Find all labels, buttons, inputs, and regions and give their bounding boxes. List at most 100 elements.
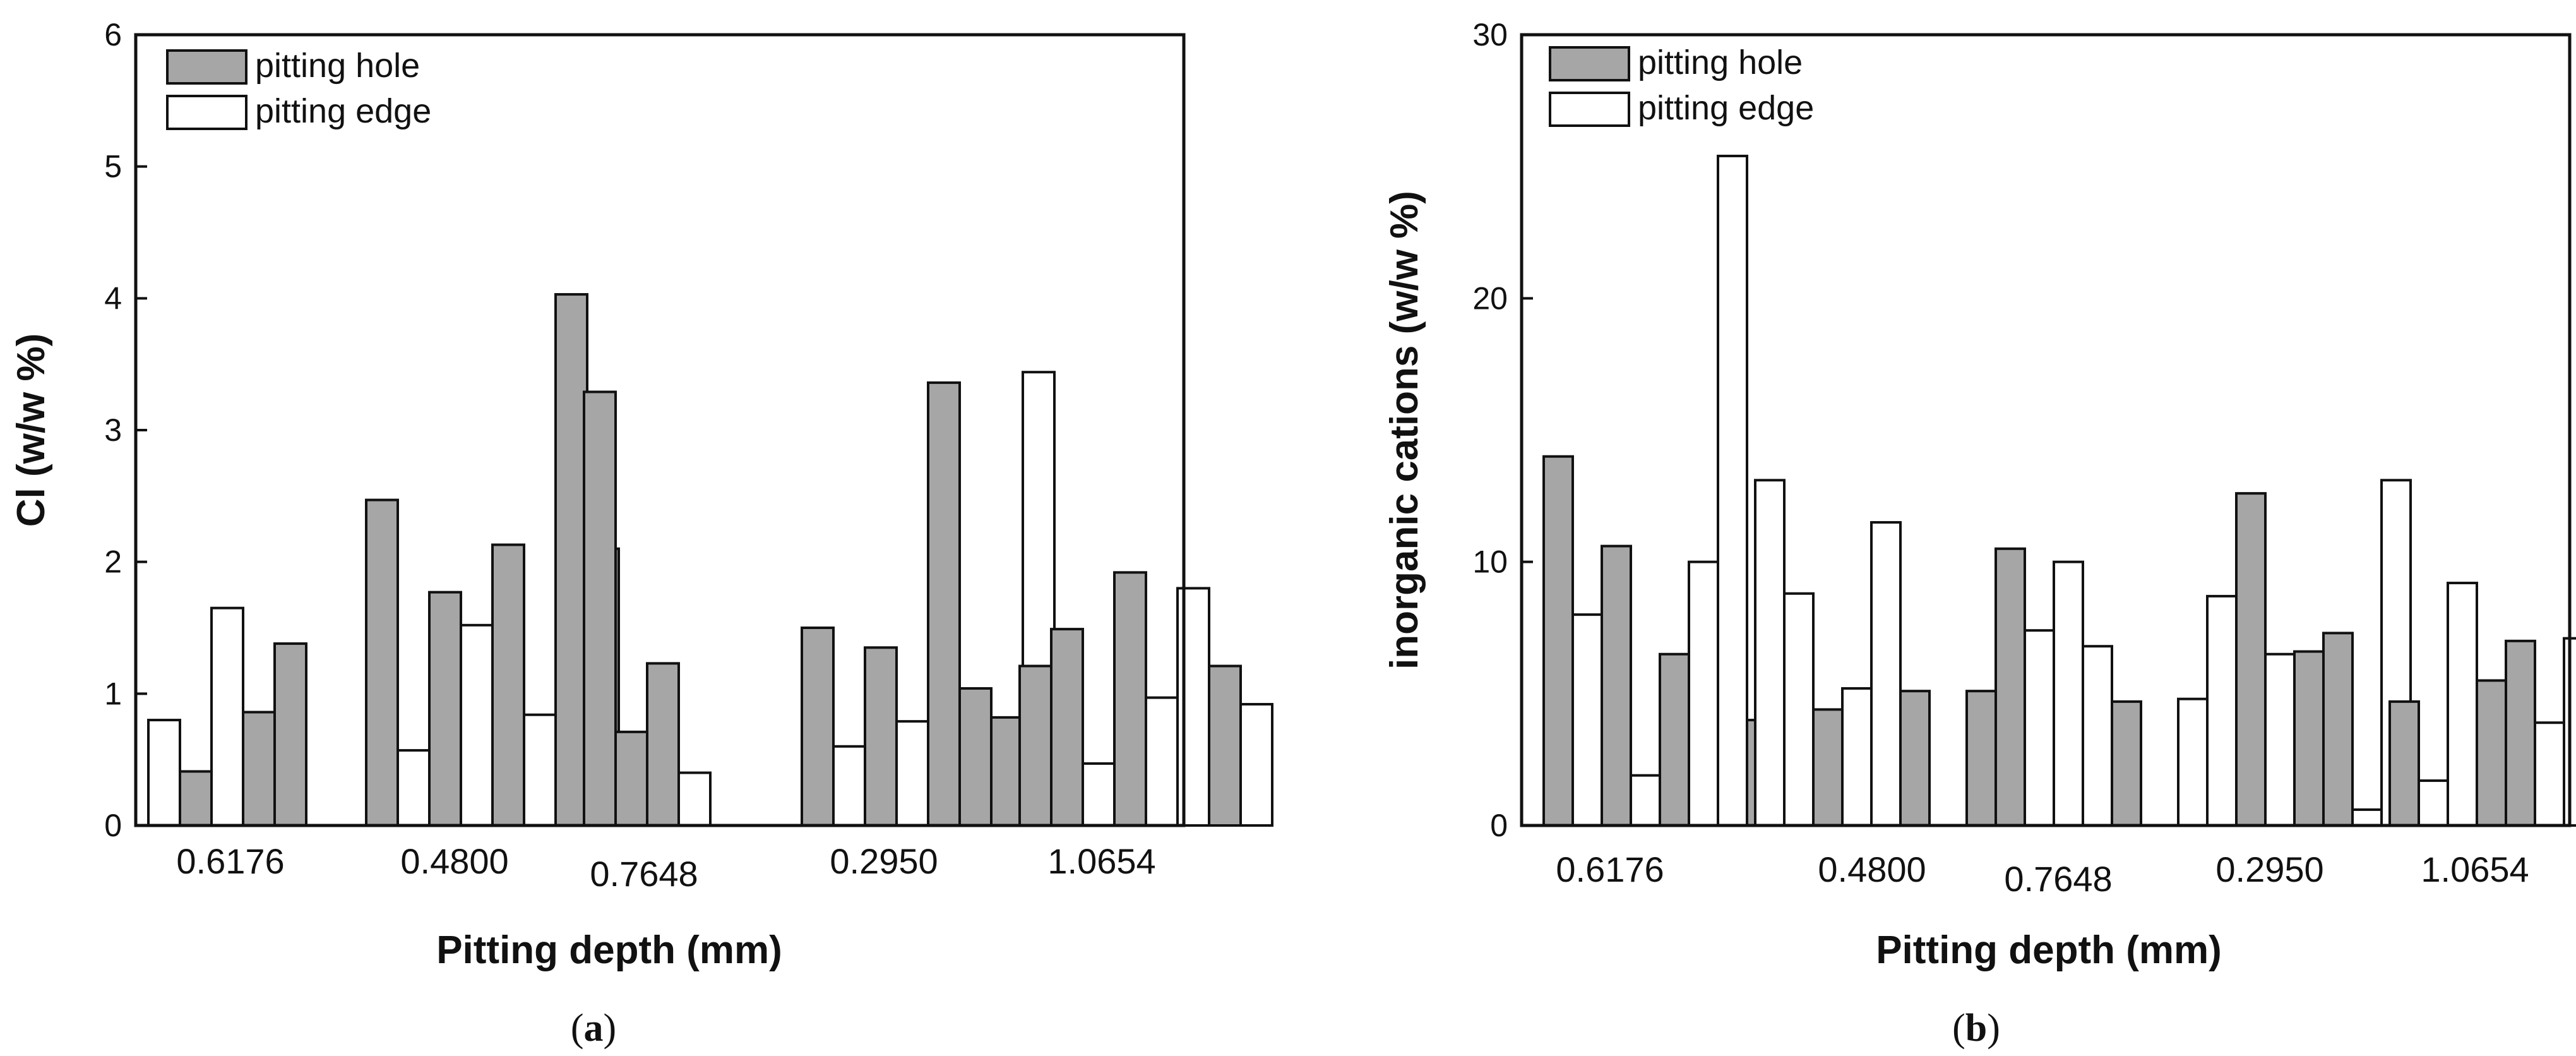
bar-pitting-hole	[491, 543, 525, 827]
bar-pitting-edge	[210, 606, 244, 827]
bar-pitting-hole	[801, 627, 835, 827]
y-tick-label: 6	[104, 17, 122, 52]
bar-pitting-edge	[1783, 592, 1815, 827]
bar-pitting-hole	[1601, 544, 1632, 827]
y-tick-label: 2	[104, 544, 122, 580]
legend-label-pitting-hole: pitting hole	[255, 47, 420, 85]
bar-pitting-edge	[832, 745, 866, 827]
bar-pitting-hole	[864, 646, 898, 827]
legend-swatch-pitting-hole	[166, 49, 247, 85]
bar-pitting-edge	[2447, 582, 2478, 827]
legend-label-pitting-edge: pitting edge	[255, 92, 431, 130]
x-tick-label: 0.4800	[1818, 849, 1926, 889]
bar-pitting-hole	[2388, 700, 2420, 827]
bar-pitting-edge	[147, 719, 181, 827]
bar-pitting-edge	[1082, 762, 1116, 827]
y-tick-label: 4	[104, 280, 122, 316]
x-tick-label: 1.0654	[2421, 849, 2529, 889]
bar-pitting-edge	[2177, 697, 2209, 827]
bar-pitting-hole	[2476, 679, 2507, 827]
bar-pitting-hole	[1812, 708, 1844, 827]
bar-pitting-hole	[365, 498, 399, 827]
bar-pitting-edge	[523, 713, 557, 827]
bar-pitting-hole	[2235, 492, 2267, 827]
bar-pitting-edge	[1239, 703, 1273, 827]
bar-pitting-edge	[1841, 687, 1873, 827]
bar-pitting-hole	[583, 390, 617, 827]
bar-pitting-edge	[2024, 629, 2055, 827]
bar-pitting-hole	[2322, 632, 2354, 827]
bar-pitting-hole	[273, 642, 307, 827]
x-tick-label: 0.2950	[2215, 849, 2323, 889]
legend-swatch-pitting-hole	[1549, 46, 1630, 81]
bar-pitting-hole	[990, 716, 1024, 827]
bar-pitting-hole	[614, 730, 648, 827]
bar-pitting-hole	[2293, 650, 2325, 827]
x-tick-label: 0.4800	[400, 841, 508, 881]
x-tick-label: 0.7648	[2004, 859, 2112, 899]
bar-pitting-hole	[554, 293, 588, 827]
bar-pitting-hole	[1542, 455, 1574, 827]
panel-caption: (b)	[1952, 1007, 2000, 1050]
bar-pitting-edge	[1717, 154, 1748, 827]
bar-pitting-edge	[2082, 645, 2113, 827]
legend-label-pitting-edge: pitting edge	[1638, 89, 1814, 127]
bar-pitting-hole	[1899, 690, 1931, 827]
bar-pitting-hole	[646, 662, 680, 827]
bar-pitting-edge	[2418, 779, 2449, 827]
bar-pitting-hole	[1113, 571, 1147, 827]
y-tick-label: 10	[1472, 544, 1508, 580]
y-tick-label: 20	[1472, 280, 1508, 316]
y-tick-label: 1	[104, 676, 122, 711]
bar-pitting-hole	[242, 711, 276, 827]
bar-pitting-edge	[677, 771, 712, 827]
x-tick-label: 0.7648	[590, 854, 698, 894]
bar-pitting-hole	[2505, 639, 2536, 827]
bar-pitting-edge	[2206, 594, 2238, 827]
bar-pitting-edge	[2264, 652, 2296, 827]
bar-pitting-edge	[460, 623, 494, 827]
x-axis-title: Pitting depth (mm)	[1876, 928, 2222, 972]
y-axis-title: Cl (w/w %)	[9, 333, 53, 527]
legend-swatch-pitting-edge	[166, 95, 247, 130]
plot-frame	[1520, 33, 2572, 827]
bar-pitting-hole	[958, 687, 993, 827]
panel-caption-letter: a	[584, 1007, 604, 1050]
bar-pitting-edge	[1630, 774, 1661, 827]
bar-pitting-hole	[2111, 700, 2142, 827]
bar-pitting-hole	[1208, 664, 1242, 827]
y-tick-label: 5	[104, 149, 122, 184]
x-axis-title: Pitting depth (mm)	[436, 928, 782, 972]
bar-pitting-edge	[895, 720, 929, 827]
bar-pitting-hole	[1659, 652, 1690, 827]
bar-pitting-edge	[1754, 479, 1786, 827]
x-tick-label: 0.2950	[830, 841, 938, 881]
bar-pitting-edge	[1870, 521, 1902, 827]
bar-pitting-edge	[2534, 721, 2565, 827]
bar-pitting-edge	[1571, 613, 1603, 827]
panel-caption-letter: b	[1965, 1007, 1987, 1050]
bar-pitting-hole	[179, 770, 213, 827]
panel-caption: (a)	[571, 1007, 616, 1050]
bar-pitting-edge	[397, 749, 431, 827]
x-tick-label: 0.6176	[176, 841, 284, 881]
y-tick-label: 3	[104, 412, 122, 448]
legend-swatch-pitting-edge	[1549, 92, 1630, 127]
bar-pitting-hole	[1050, 628, 1084, 827]
bar-pitting-edge	[1145, 696, 1179, 827]
x-tick-label: 1.0654	[1047, 841, 1155, 881]
panel-b: 0 10 20 30 0.6176 0.4800 0.7648 0.2950 1.0654 Pit…	[1383, 17, 2576, 1050]
bar-pitting-edge	[2351, 808, 2383, 827]
y-tick-label: 0	[1490, 808, 1508, 843]
y-axis-title: inorganic cations (w/w %)	[1383, 191, 1426, 669]
y-tick-label: 30	[1472, 17, 1508, 52]
panel-a: 0 1 2 3 4 5 6 0.6176 0.4800 0.7648 0.2950 1.0654 Pit…	[9, 17, 1273, 1050]
y-tick-label: 0	[104, 808, 122, 843]
legend-label-pitting-hole: pitting hole	[1638, 44, 1803, 81]
bar-pitting-hole	[1995, 547, 2026, 827]
x-tick-label: 0.6176	[1556, 849, 1664, 889]
bar-pitting-hole	[428, 591, 462, 827]
bar-pitting-hole	[1018, 664, 1052, 827]
